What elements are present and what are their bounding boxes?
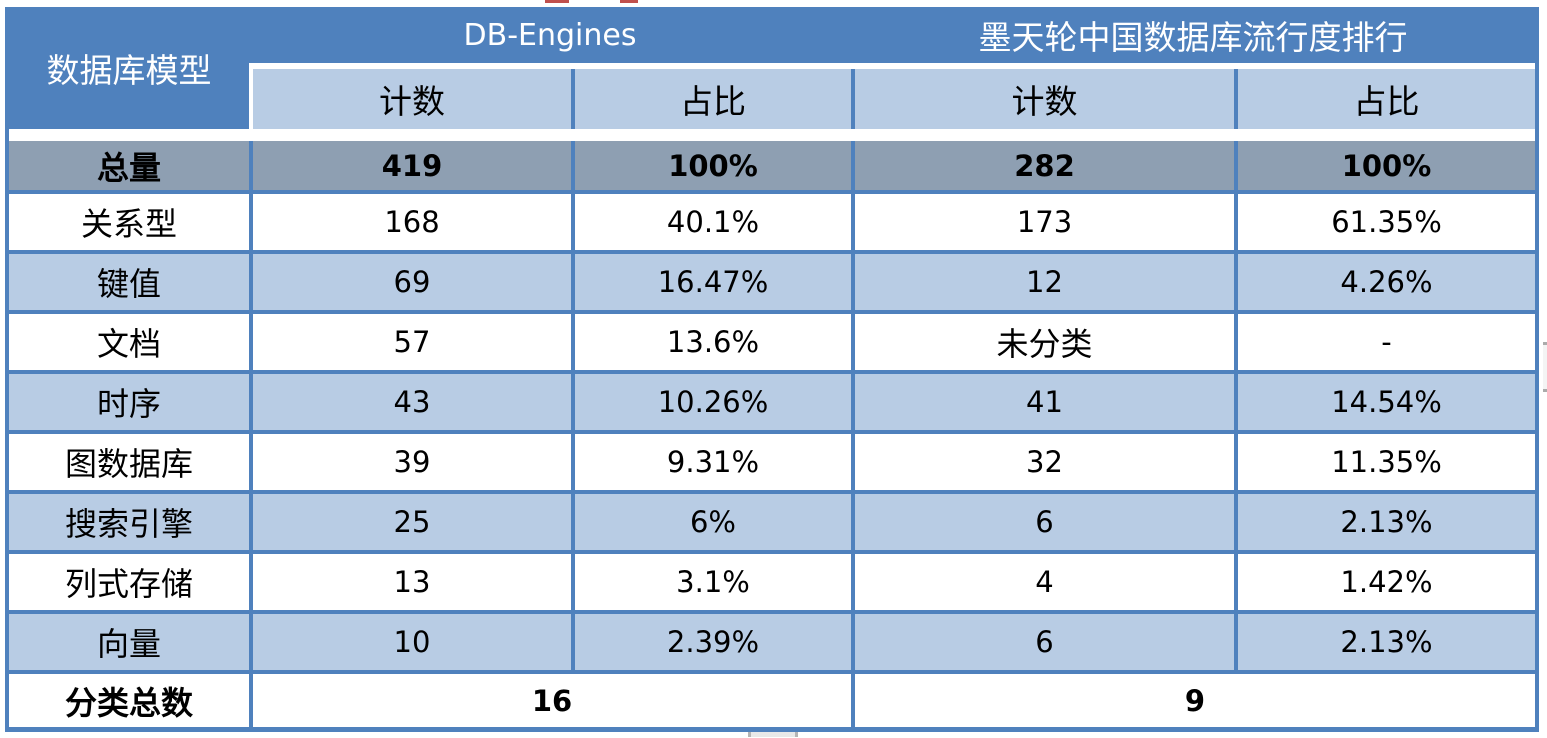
row-label: 时序	[9, 370, 249, 430]
row-db-count: 13	[249, 550, 571, 610]
row-db-pct: 9.31%	[571, 430, 851, 490]
row-label: 关系型	[9, 190, 249, 250]
subheader-mo-count: 计数	[851, 69, 1234, 129]
row-db-count: 25	[249, 490, 571, 550]
subheader-db-count: 计数	[249, 69, 571, 129]
row-mo-pct: 2.13%	[1234, 610, 1535, 670]
row-db-pct: 10.26%	[571, 370, 851, 430]
row-mo-count: 41	[851, 370, 1234, 430]
row-mo-count: 173	[851, 190, 1234, 250]
row-db-count: 43	[249, 370, 571, 430]
row-db-pct: 6%	[571, 490, 851, 550]
row-db-count: 39	[249, 430, 571, 490]
row-db-count: 10	[249, 610, 571, 670]
corner-header-cell: 数据库模型	[9, 7, 249, 129]
row-mo-pct: 1.42%	[1234, 550, 1535, 610]
row-label: 图数据库	[9, 430, 249, 490]
horizontal-scrollbar-thumb[interactable]	[748, 732, 798, 737]
row-db-count: 168	[249, 190, 571, 250]
footer-db-total: 16	[249, 670, 851, 727]
row-mo-count: 6	[851, 610, 1234, 670]
row-label: 搜索引擎	[9, 490, 249, 550]
row-db-pct: 13.6%	[571, 310, 851, 370]
row-mo-count: 6	[851, 490, 1234, 550]
row-label: 文档	[9, 310, 249, 370]
cropped-red-text-artifact	[620, 0, 638, 3]
total-mo-pct: 100%	[1234, 141, 1535, 190]
subheader-db-pct: 占比	[571, 69, 851, 129]
row-mo-count: 32	[851, 430, 1234, 490]
footer-label: 分类总数	[9, 670, 249, 727]
header-divider-gap	[249, 63, 1535, 69]
row-db-pct: 16.47%	[571, 250, 851, 310]
database-model-comparison-table: 数据库模型 DB-Engines 墨天轮中国数据库流行度排行 计数 占比 计数 …	[5, 7, 1539, 732]
table-grid: 数据库模型 DB-Engines 墨天轮中国数据库流行度排行 计数 占比 计数 …	[9, 7, 1535, 727]
row-label: 列式存储	[9, 550, 249, 610]
group-header-modb-ranking: 墨天轮中国数据库流行度排行	[851, 7, 1535, 63]
vertical-scrollbar-artifact	[1543, 342, 1547, 392]
row-db-count: 69	[249, 250, 571, 310]
row-db-count: 57	[249, 310, 571, 370]
group-header-db-engines: DB-Engines	[249, 7, 851, 63]
cropped-red-text-artifact	[545, 0, 569, 3]
footer-mo-total: 9	[851, 670, 1535, 727]
total-db-pct: 100%	[571, 141, 851, 190]
row-mo-pct: 2.13%	[1234, 490, 1535, 550]
row-mo-pct: 14.54%	[1234, 370, 1535, 430]
row-mo-count: 12	[851, 250, 1234, 310]
subheader-mo-pct: 占比	[1234, 69, 1535, 129]
row-mo-count: 未分类	[851, 310, 1234, 370]
row-db-pct: 40.1%	[571, 190, 851, 250]
total-mo-count: 282	[851, 141, 1234, 190]
row-db-pct: 3.1%	[571, 550, 851, 610]
total-row-label: 总量	[9, 141, 249, 190]
row-mo-pct: 4.26%	[1234, 250, 1535, 310]
row-mo-pct: 11.35%	[1234, 430, 1535, 490]
row-label: 键值	[9, 250, 249, 310]
row-mo-pct: -	[1234, 310, 1535, 370]
total-db-count: 419	[249, 141, 571, 190]
row-mo-count: 4	[851, 550, 1234, 610]
header-body-gap	[9, 129, 1535, 141]
row-mo-pct: 61.35%	[1234, 190, 1535, 250]
row-db-pct: 2.39%	[571, 610, 851, 670]
row-label: 向量	[9, 610, 249, 670]
